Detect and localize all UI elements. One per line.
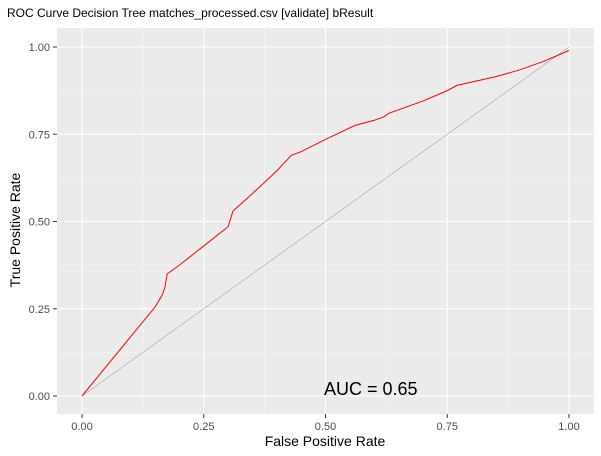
axis-ticks <box>53 46 570 418</box>
x-tick-label: 1.00 <box>558 421 579 433</box>
x-tick-label: 0.25 <box>193 421 214 433</box>
y-tick-label: 0.50 <box>29 217 50 229</box>
diagonal-reference-line <box>81 46 570 397</box>
y-tick-label: 1.00 <box>29 42 50 54</box>
x-tick-label: 0.75 <box>437 421 458 433</box>
y-tick-label: 0.00 <box>29 391 50 403</box>
series-lines <box>81 46 570 397</box>
x-tick-label: 0.50 <box>315 421 336 433</box>
x-tick-label: 0.00 <box>71 421 92 433</box>
y-tick-label: 0.75 <box>29 129 50 141</box>
x-axis-label: False Positive Rate <box>265 433 386 449</box>
y-axis-label: True Positive Rate <box>7 172 23 287</box>
roc-curve-line <box>81 50 570 397</box>
y-tick-label: 0.25 <box>29 304 50 316</box>
chart-title: ROC Curve Decision Tree matches_processe… <box>7 6 374 20</box>
auc-annotation: AUC = 0.65 <box>324 379 418 399</box>
tick-labels: 0.00 0.25 0.50 0.75 1.00 0.00 0.25 0.50 0.75 1.00 <box>29 42 580 433</box>
